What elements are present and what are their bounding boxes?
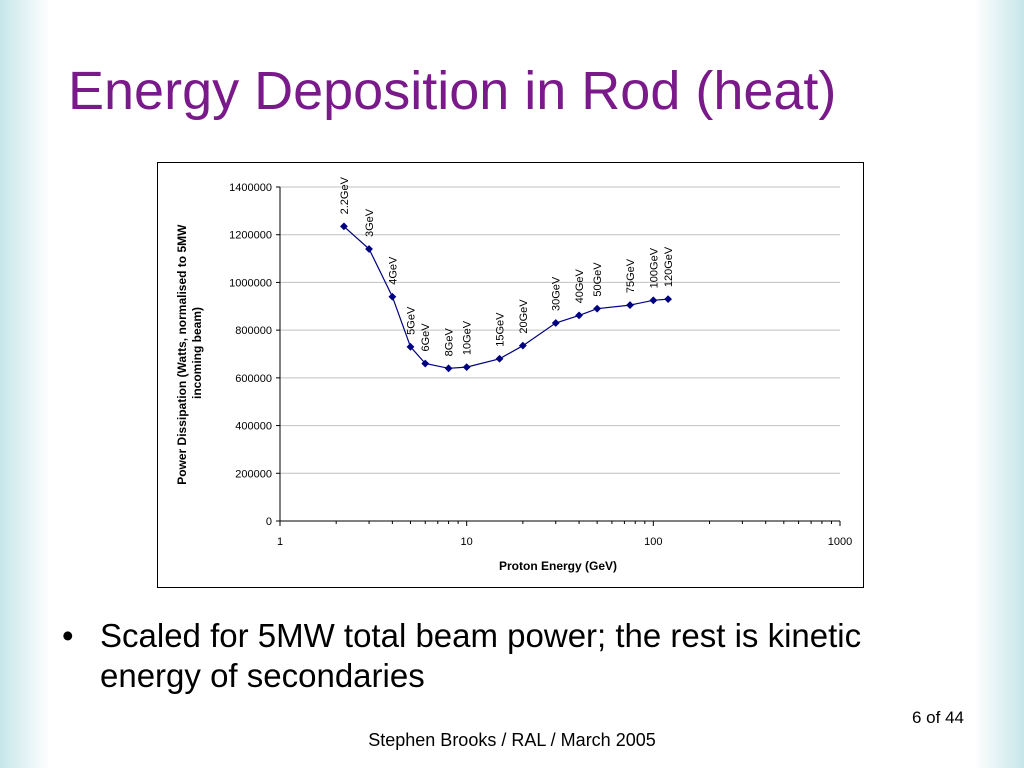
x-tick-label: 1 <box>277 536 283 548</box>
chart-frame: 0 200000 400000 600000 800000 1000000 1200000 1… <box>157 162 864 588</box>
data-point-label: 40GeV <box>574 268 586 303</box>
page-number: 6 of 44 <box>912 708 964 727</box>
x-tick-label: 1000 <box>828 536 852 548</box>
y-tick-label: 0 <box>266 516 272 528</box>
data-point-label: 30GeV <box>551 276 563 311</box>
data-point-marker <box>626 301 634 309</box>
y-tick-label: 1400000 <box>229 182 272 194</box>
data-point-label: 6GeV <box>420 323 432 352</box>
data-point-label: 120GeV <box>663 246 675 287</box>
y-tick-label: 800000 <box>235 325 272 337</box>
data-point-label: 50GeV <box>592 262 604 297</box>
data-point-label: 10GeV <box>462 320 474 355</box>
x-axis-title: Proton Energy (GeV) <box>499 559 617 573</box>
data-point-label: 75GeV <box>625 258 637 293</box>
chart-plot: 0 200000 400000 600000 800000 1000000 1200000 1… <box>175 176 852 573</box>
y-axis-title-line-2: incoming beam) <box>190 307 204 399</box>
data-point-marker <box>406 342 415 351</box>
data-series <box>340 222 673 373</box>
y-tick-label: 1000000 <box>229 277 272 289</box>
data-point-marker <box>551 319 560 327</box>
data-point-marker <box>462 363 471 372</box>
chart-axes <box>276 186 841 526</box>
data-point-marker <box>575 311 583 320</box>
data-point-label: 2.2GeV <box>339 176 351 214</box>
data-point-marker <box>421 359 430 368</box>
y-axis-title-line-1: Power Dissipation (Watts, normalised to … <box>175 224 189 485</box>
footer-credit: Stephen Brooks / RAL / March 2005 <box>368 730 656 750</box>
x-tick-label: 10 <box>461 536 473 548</box>
data-point-label: 3GeV <box>364 208 376 237</box>
slide-title: Energy Deposition in Rod (heat) <box>68 61 837 121</box>
data-point-marker <box>649 296 658 305</box>
tick-labels: 0 200000 400000 600000 800000 1000000 1200000 1… <box>229 182 852 548</box>
data-point-label: 15GeV <box>495 312 507 347</box>
data-point-label: 100GeV <box>648 247 660 288</box>
bullet-marker: • <box>62 617 74 654</box>
data-point-label: 20GeV <box>518 299 530 334</box>
data-point-marker <box>664 295 673 304</box>
data-point-label: 4GeV <box>387 256 399 285</box>
data-point-marker <box>593 304 602 313</box>
y-tick-label: 200000 <box>235 468 272 480</box>
grid-lines <box>280 186 840 474</box>
data-point-marker <box>495 354 504 363</box>
y-axis-title: Power Dissipation (Watts, normalised to … <box>175 221 204 485</box>
y-tick-label: 1200000 <box>229 230 272 242</box>
data-point-label: 8GeV <box>444 328 456 357</box>
bullet-text: Scaled for 5MW total beam power; the res… <box>100 617 862 694</box>
data-point-marker <box>518 341 527 350</box>
x-tick-label: 100 <box>644 536 662 548</box>
y-tick-label: 400000 <box>235 421 272 433</box>
data-point-marker <box>444 364 453 373</box>
y-tick-label: 600000 <box>235 373 272 385</box>
data-point-marker <box>365 245 373 253</box>
data-point-marker <box>340 222 348 231</box>
data-point-label: 5GeV <box>405 306 417 335</box>
data-point-marker <box>388 292 397 301</box>
